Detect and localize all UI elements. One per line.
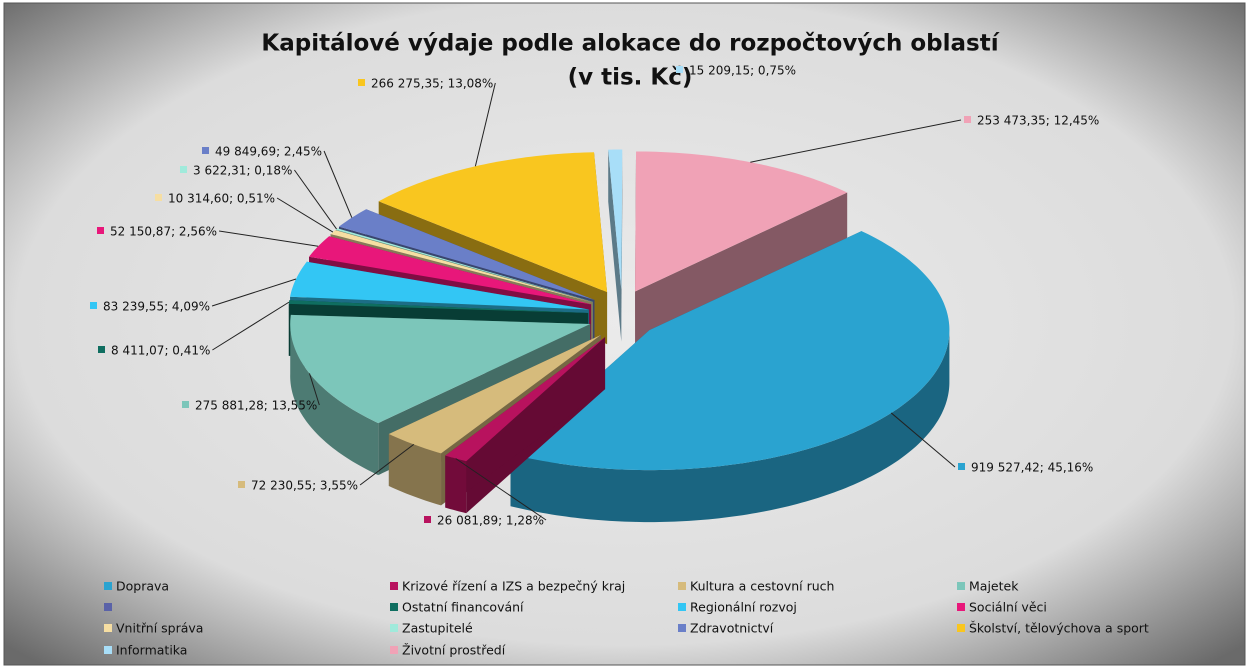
leader-line [359, 444, 415, 486]
slice-top [335, 228, 593, 302]
data-label: 83 239,55; 4,09% [103, 300, 210, 314]
leader-line [455, 458, 547, 521]
legend-swatch [390, 603, 398, 611]
data-label: 275 881,28; 13,55% [195, 399, 317, 413]
slice-side [510, 329, 950, 523]
leader-line [212, 301, 290, 351]
legend-label: Majetek [969, 579, 1019, 594]
slice-top [290, 314, 591, 424]
label-swatch [182, 401, 189, 408]
data-label: 26 081,89; 1,28% [437, 514, 544, 528]
legend-label: Ostatní financování [402, 600, 524, 615]
slice [608, 149, 623, 342]
slice-top [608, 149, 623, 290]
data-label: 10 314,60; 0,51% [168, 192, 275, 206]
label-swatch [180, 166, 187, 173]
leader-line [890, 412, 956, 468]
slice-top [290, 261, 589, 310]
legend-label: Vnitřní správa [116, 621, 203, 636]
slice-wall [621, 149, 623, 342]
label-swatch [424, 516, 431, 523]
leader-line [474, 82, 496, 167]
legend-swatch [390, 646, 398, 654]
legend-label: Doprava [116, 579, 169, 594]
legend-swatch [104, 624, 112, 632]
slice-side [290, 321, 379, 476]
data-label: 3 622,31; 0,18% [193, 164, 292, 178]
slice-wall [608, 149, 622, 342]
legend-label: Zdravotnictví [690, 621, 774, 636]
data-label: 253 473,35; 12,45% [977, 114, 1099, 128]
slice-top [510, 231, 950, 471]
label-swatch [958, 463, 965, 470]
slice-wall [445, 337, 606, 508]
label-swatch [155, 194, 162, 201]
data-label: 15 209,15; 0,75% [689, 64, 796, 78]
chart-area [3, 2, 1246, 666]
leader-line [309, 373, 320, 406]
legend-swatch [957, 603, 965, 611]
slice-top [388, 334, 601, 454]
legend-swatch [678, 603, 686, 611]
slice [445, 337, 606, 514]
label-swatch [98, 346, 105, 353]
slice-top [635, 151, 848, 292]
slice-top [378, 152, 608, 293]
legend-label: Sociální věci [969, 600, 1047, 615]
legend-label: Regionální rozvoj [690, 600, 797, 615]
leader-line [276, 197, 334, 233]
data-label: 266 275,35; 13,08% [371, 77, 493, 91]
legend-swatch [957, 582, 965, 590]
slice-top [330, 230, 593, 303]
label-swatch [964, 116, 971, 123]
legend-swatch [104, 582, 112, 590]
legend-label: Životní prostředí [402, 643, 506, 658]
slice-wall [635, 192, 848, 344]
data-label: 52 150,87; 2,56% [110, 225, 217, 239]
label-swatch [676, 66, 683, 73]
slice-top [309, 236, 592, 305]
legend-swatch [390, 624, 398, 632]
legend-swatch [678, 582, 686, 590]
data-label: 72 230,55; 3,55% [251, 479, 358, 493]
slice [635, 151, 848, 344]
slice-side [445, 455, 467, 514]
legend-swatch [390, 582, 398, 590]
leader-line [211, 278, 297, 307]
slice-top [339, 209, 595, 301]
label-swatch [202, 147, 209, 154]
legend-swatch [678, 624, 686, 632]
chart-title: Kapitálové výdaje podle alokace do rozpo… [261, 31, 999, 57]
label-swatch [90, 302, 97, 309]
label-swatch [238, 481, 245, 488]
legend-label: Informatika [116, 643, 187, 658]
legend-label: Zastupitelé [402, 621, 473, 636]
legend-swatch [957, 624, 965, 632]
leader-line [218, 230, 319, 247]
chart-subtitle: (v tis. Kč) [568, 65, 693, 91]
data-label: 8 411,07; 0,41% [111, 344, 210, 358]
data-label: 49 849,69; 2,45% [215, 145, 322, 159]
legend-label: Krizové řízení a IZS a bezpečný kraj [402, 579, 625, 594]
data-label: 919 527,42; 45,16% [971, 461, 1093, 475]
leader-line [294, 169, 337, 230]
label-swatch [358, 79, 365, 86]
leader-line [750, 119, 962, 163]
slice-top [288, 300, 589, 314]
slice [510, 231, 950, 523]
legend-label: Kultura a cestovní ruch [690, 579, 834, 594]
slice-side [388, 434, 442, 506]
legend-swatch [104, 646, 112, 654]
legend-swatch [104, 603, 112, 611]
slice-top [445, 337, 606, 462]
legend-label: Školství, tělovýchova a sport [969, 621, 1149, 636]
leader-line [323, 150, 353, 218]
label-swatch [97, 227, 104, 234]
